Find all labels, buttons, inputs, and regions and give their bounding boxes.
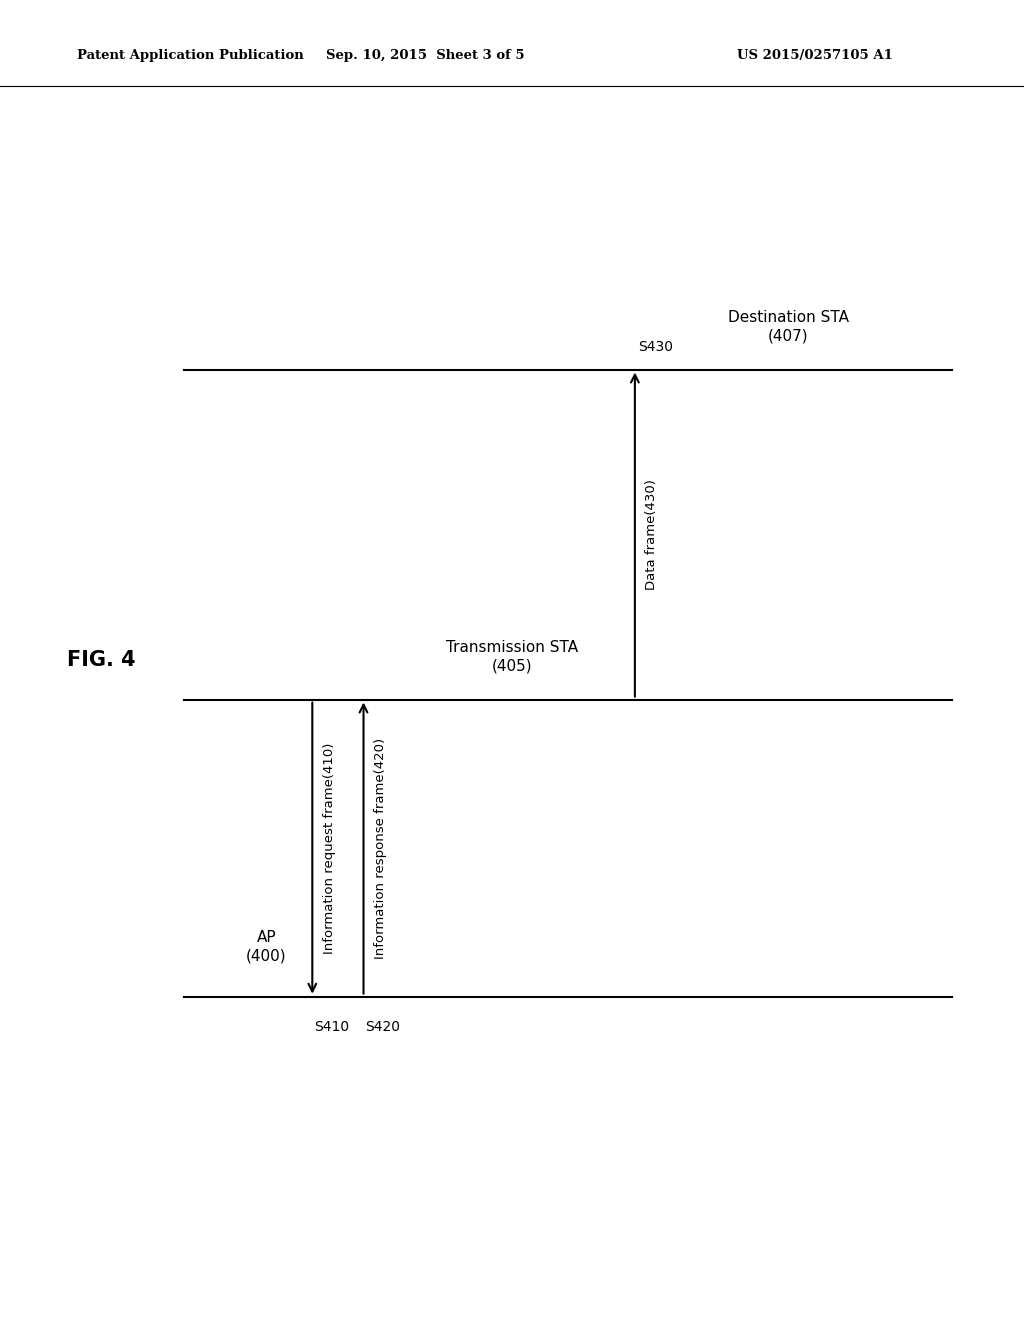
Text: Patent Application Publication: Patent Application Publication	[77, 49, 303, 62]
Text: Transmission STA
(405): Transmission STA (405)	[445, 640, 579, 673]
Text: FIG. 4: FIG. 4	[67, 649, 135, 671]
Text: Data frame(430): Data frame(430)	[645, 479, 658, 590]
Text: Information request frame(410): Information request frame(410)	[323, 742, 336, 954]
Text: Destination STA
(407): Destination STA (407)	[728, 310, 849, 343]
Text: S410: S410	[314, 1020, 349, 1035]
Text: AP
(400): AP (400)	[246, 931, 287, 964]
Text: S430: S430	[638, 339, 673, 354]
Text: Information response frame(420): Information response frame(420)	[374, 738, 387, 958]
Text: Sep. 10, 2015  Sheet 3 of 5: Sep. 10, 2015 Sheet 3 of 5	[326, 49, 524, 62]
Text: S420: S420	[366, 1020, 400, 1035]
Text: US 2015/0257105 A1: US 2015/0257105 A1	[737, 49, 893, 62]
